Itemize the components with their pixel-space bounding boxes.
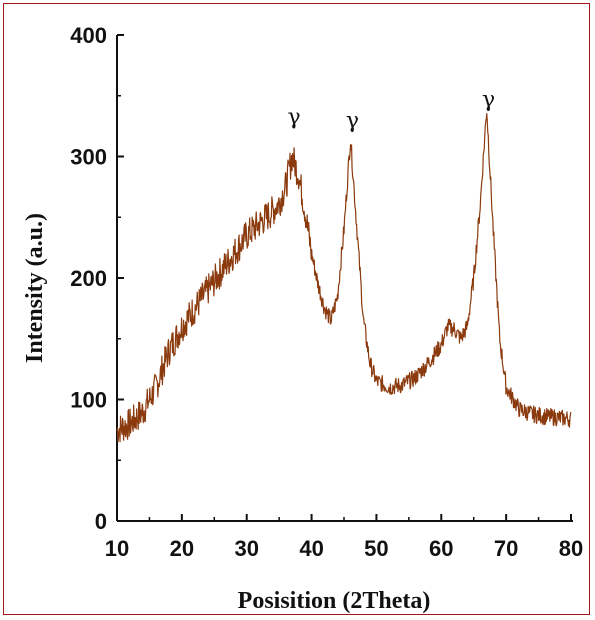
x-tick-label: 60 (429, 536, 453, 561)
peak-gamma-label: γ (482, 87, 495, 112)
y-axis-label: Intensity (a.u.) (22, 213, 48, 363)
x-tick-label: 20 (170, 536, 194, 561)
x-ticks: 10 20 30 40 50 60 70 80 (105, 514, 583, 561)
x-tick-label: 80 (559, 536, 583, 561)
series-line (116, 112, 572, 443)
x-tick-label: 10 (105, 536, 129, 561)
x-tick-label: 50 (364, 536, 388, 561)
y-tick-label: 300 (70, 145, 107, 170)
x-tick-label: 70 (494, 536, 518, 561)
chart-frame (3, 3, 590, 615)
y-tick-label: 200 (70, 266, 107, 291)
y-tick-label: 100 (70, 388, 107, 413)
peak-gamma-label: γ (346, 109, 359, 134)
y-tick-label: 400 (70, 23, 107, 48)
y-tick-label: 0 (95, 509, 107, 534)
x-axis-label: Posisition (2Theta) (238, 588, 431, 614)
x-tick-label: 40 (299, 536, 323, 561)
peak-annotations: γ γγ (287, 87, 495, 133)
y-ticks: 0 100 200 300 400 (70, 23, 124, 534)
x-tick-label: 30 (234, 536, 258, 561)
peak-gamma-label: γ (287, 105, 300, 130)
